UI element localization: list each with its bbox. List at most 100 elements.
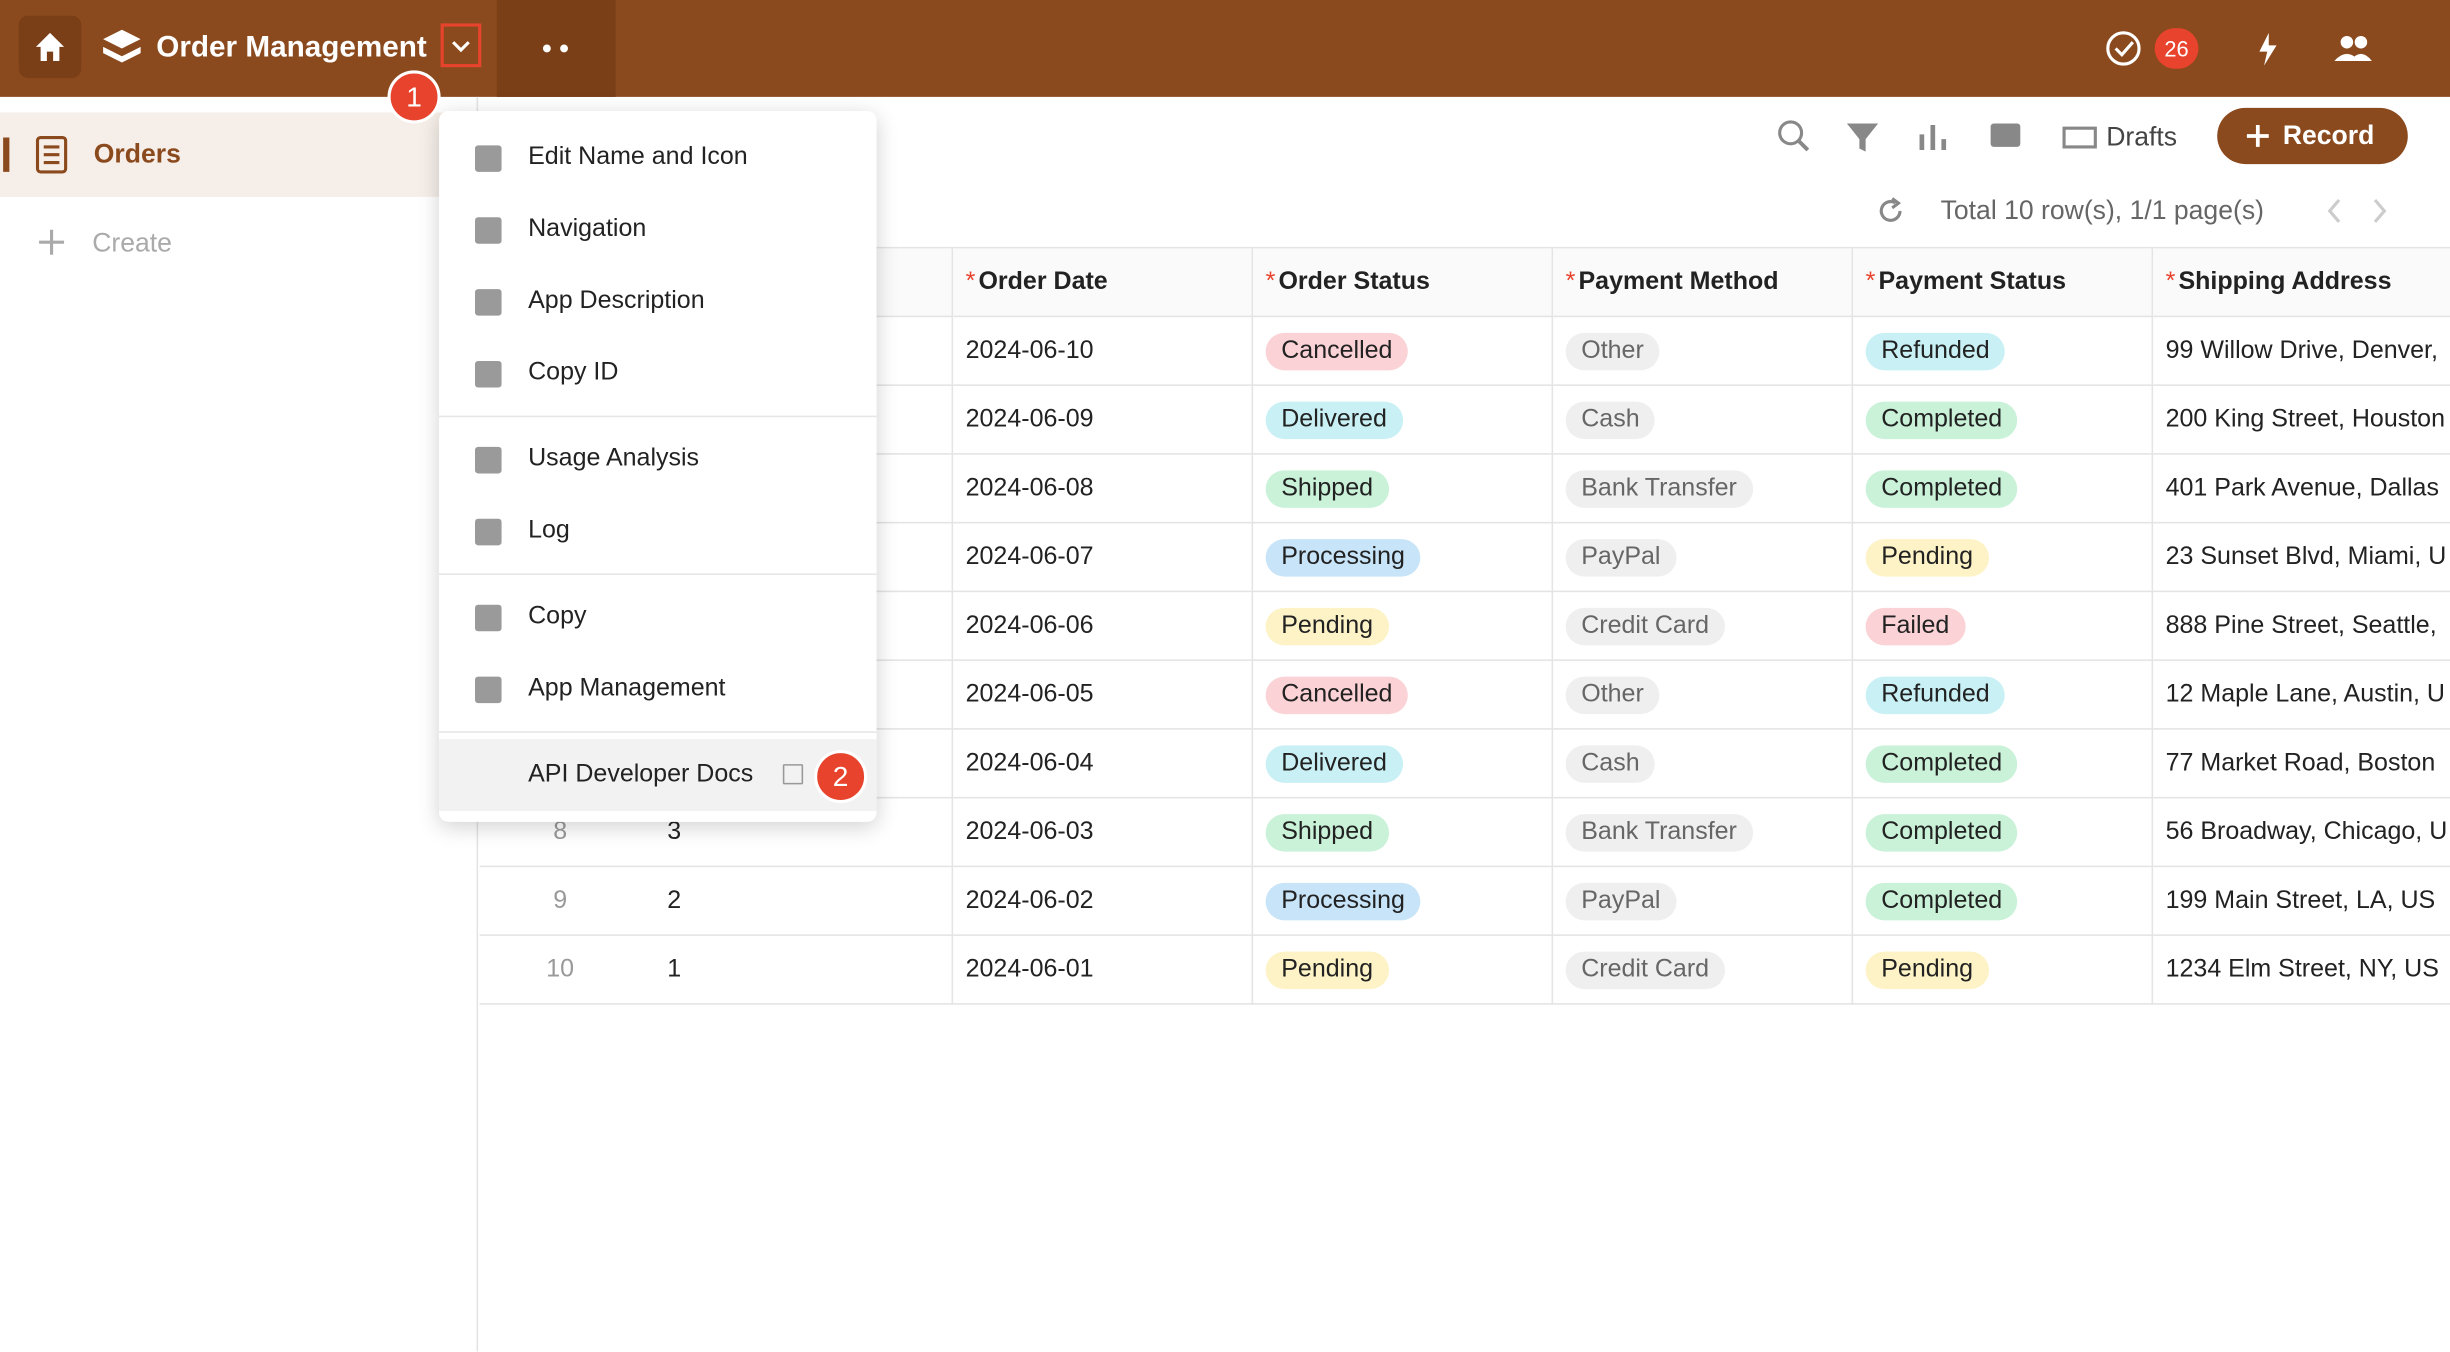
- table-cell[interactable]: Completed: [1853, 454, 2154, 524]
- create-button[interactable]: Create: [92, 228, 172, 258]
- table-cell[interactable]: PayPal: [1553, 523, 1854, 593]
- menu-item[interactable]: Usage Analysis: [439, 423, 877, 495]
- status-tag: Processing: [1265, 882, 1421, 920]
- table-cell[interactable]: Credit Card: [1553, 592, 1854, 661]
- table-cell[interactable]: Shipped: [1253, 798, 1554, 868]
- tasks-icon[interactable]: [2103, 28, 2144, 69]
- table-cell[interactable]: 2024-06-08: [953, 454, 1254, 524]
- app-menu-toggle[interactable]: [440, 23, 482, 68]
- table-cell[interactable]: Refunded: [1853, 660, 2154, 730]
- table-cell[interactable]: 99 Willow Drive, Denver,: [2153, 317, 2450, 386]
- table-cell[interactable]: 23 Sunset Blvd, Miami, U: [2153, 523, 2450, 593]
- menu-label: Copy: [528, 603, 587, 630]
- menu-item[interactable]: App Management: [439, 653, 877, 725]
- app-title[interactable]: Order Management: [156, 31, 427, 65]
- table-cell[interactable]: 888 Pine Street, Seattle,: [2153, 592, 2450, 661]
- table-cell[interactable]: 2024-06-04: [953, 729, 1254, 799]
- menu-item[interactable]: Copy: [439, 581, 877, 653]
- table-cell[interactable]: Completed: [1853, 729, 2154, 799]
- table-cell[interactable]: Completed: [1853, 385, 2154, 455]
- table-cell[interactable]: Pending: [1853, 935, 2154, 1005]
- status-tag: Shipped: [1265, 813, 1389, 851]
- app-icon: [103, 29, 141, 63]
- required-mark: *: [1865, 267, 1876, 295]
- menu-label: App Description: [528, 287, 705, 315]
- table-cell[interactable]: Processing: [1253, 523, 1554, 593]
- table-cell[interactable]: Completed: [1853, 867, 2154, 936]
- refresh-icon[interactable]: [1875, 195, 1906, 226]
- table-cell[interactable]: 199 Main Street, LA, US: [2153, 867, 2450, 936]
- table-cell[interactable]: Cancelled: [1253, 660, 1554, 730]
- id-cell: 2: [640, 867, 954, 936]
- table-cell[interactable]: 1234 Elm Street, NY, US: [2153, 936, 2450, 1005]
- table-cell[interactable]: Failed: [1853, 592, 2154, 661]
- id-text: 1: [667, 955, 682, 983]
- pager[interactable]: [2322, 195, 2397, 226]
- cell-text: 2024-06-09: [965, 405, 1094, 433]
- header-label: Order Status: [1278, 267, 1430, 295]
- sidebar: Orders Create: [0, 96, 479, 1352]
- menu-label: Navigation: [528, 215, 647, 243]
- table-cell[interactable]: Cash: [1553, 729, 1854, 799]
- cell-text: 2024-06-06: [965, 611, 1094, 639]
- menu-item[interactable]: App Description: [439, 266, 877, 338]
- notification-badge: 26: [2154, 28, 2199, 69]
- menu-label: Log: [528, 517, 570, 544]
- table-cell[interactable]: Credit Card: [1553, 935, 1854, 1005]
- menu-item[interactable]: API Developer Docs: [439, 739, 877, 811]
- table-cell[interactable]: Bank Transfer: [1553, 798, 1854, 868]
- header-label: Shipping Address: [2178, 267, 2392, 295]
- sidebar-item[interactable]: Orders: [0, 112, 477, 197]
- header-label: Order Date: [978, 267, 1108, 295]
- table-cell[interactable]: Bank Transfer: [1553, 454, 1854, 524]
- table-cell[interactable]: Cancelled: [1253, 317, 1554, 386]
- add-record-button[interactable]: Record: [2217, 107, 2408, 165]
- menu-item[interactable]: Log: [439, 495, 877, 567]
- table-cell[interactable]: Pending: [1853, 523, 2154, 593]
- cell-text: 199 Main Street, LA, US: [2165, 886, 2436, 914]
- table-cell[interactable]: 401 Park Avenue, Dallas: [2153, 455, 2450, 524]
- status-tag: Completed: [1865, 813, 2018, 851]
- table-cell[interactable]: Cash: [1553, 385, 1854, 455]
- table-cell[interactable]: 2024-06-02: [953, 867, 1254, 936]
- ai-icon[interactable]: [2247, 28, 2288, 69]
- home-button[interactable]: [18, 15, 82, 79]
- table-cell[interactable]: Shipped: [1253, 454, 1554, 524]
- menu-label: Edit Name and Icon: [528, 143, 748, 171]
- table-cell[interactable]: 2024-06-06: [953, 592, 1254, 661]
- menu-item[interactable]: Edit Name and Icon: [439, 122, 877, 194]
- menu-item[interactable]: Copy ID: [439, 338, 877, 410]
- status-tag: Completed: [1865, 744, 2018, 783]
- cell-text: 2024-06-04: [965, 749, 1094, 776]
- drafts-button[interactable]: Drafts: [2106, 121, 2178, 152]
- menu-item[interactable]: Navigation: [439, 194, 877, 266]
- table-cell[interactable]: 200 King Street, Houston: [2153, 386, 2450, 455]
- column-header: * Payment Status: [1853, 248, 2154, 318]
- table-cell[interactable]: Delivered: [1253, 729, 1554, 799]
- table-cell[interactable]: Pending: [1253, 592, 1554, 661]
- table-cell[interactable]: 56 Broadway, Chicago, U: [2153, 798, 2450, 868]
- table-cell[interactable]: 2024-06-01: [953, 935, 1254, 1005]
- more-button[interactable]: [496, 0, 616, 97]
- method-tag: Other: [1565, 332, 1660, 370]
- table-cell[interactable]: 2024-06-05: [953, 660, 1254, 730]
- table-cell[interactable]: PayPal: [1553, 867, 1854, 936]
- table-cell[interactable]: 12 Maple Lane, Austin, U: [2153, 661, 2450, 730]
- table-cell[interactable]: Other: [1553, 660, 1854, 730]
- table-cell[interactable]: Pending: [1253, 935, 1554, 1005]
- table-cell[interactable]: Other: [1553, 317, 1854, 386]
- members-icon[interactable]: [2331, 28, 2375, 69]
- cell-text: 2024-06-01: [965, 955, 1094, 983]
- table-cell[interactable]: Delivered: [1253, 385, 1554, 455]
- table-cell[interactable]: 2024-06-09: [953, 385, 1254, 455]
- table-cell[interactable]: 2024-06-07: [953, 523, 1254, 593]
- table-cell[interactable]: Refunded: [1853, 317, 2154, 386]
- table-cell[interactable]: 77 Market Road, Boston: [2153, 730, 2450, 799]
- method-tag: Bank Transfer: [1565, 813, 1753, 851]
- table-cell[interactable]: 2024-06-03: [953, 798, 1254, 868]
- table-cell[interactable]: Completed: [1853, 798, 2154, 868]
- status-tag: Delivered: [1265, 744, 1403, 783]
- table-cell[interactable]: Processing: [1253, 867, 1554, 936]
- table-cell[interactable]: 2024-06-10: [953, 317, 1254, 386]
